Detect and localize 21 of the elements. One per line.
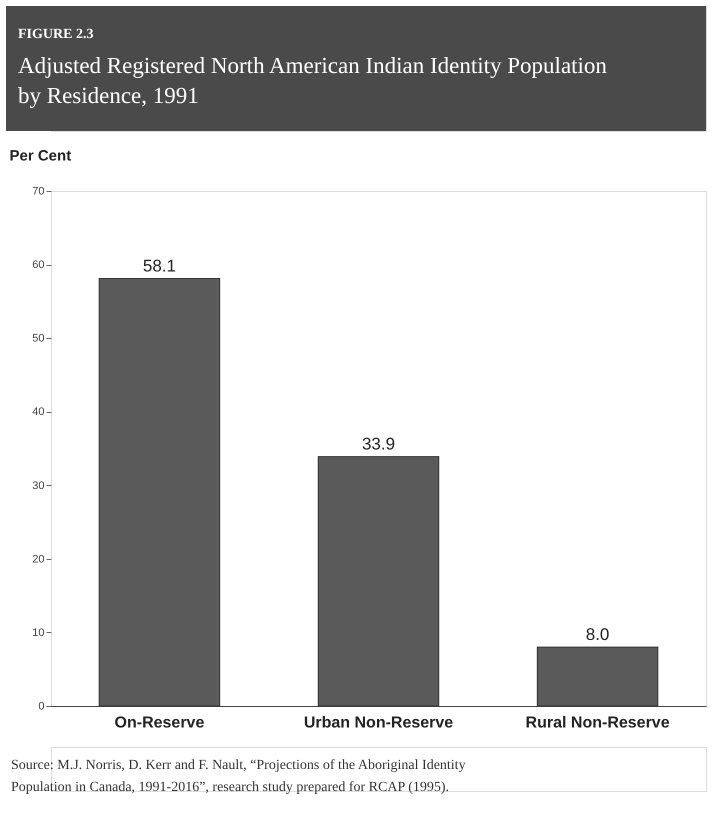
bar (98, 278, 220, 706)
y-tick-label: 70 (32, 186, 44, 198)
y-tick-label: 30 (32, 480, 44, 492)
data-label: 8.0 (586, 625, 610, 644)
x-tick-label: Urban Non-Reserve (304, 714, 454, 732)
data-label: 58.1 (142, 256, 176, 276)
bar (318, 456, 440, 706)
y-tick-label: 40 (32, 406, 44, 418)
y-tick-label: 60 (32, 259, 44, 272)
chart-title: Adjusted Registered North American Indian Identity Population by Residence, 1991 (18, 53, 608, 108)
chart-subtitle: FIGURE 2.3 (18, 27, 94, 42)
x-tick-label: Rural Non-Reserve (526, 714, 670, 732)
y-tick-label: 10 (32, 626, 44, 639)
bar (536, 646, 658, 706)
y-axis-title: Per Cent (10, 148, 72, 164)
data-label: 33.9 (362, 434, 396, 454)
source-note: Source: M.J. Norris, D. Kerr and F. Nault, “Projections of the Aboriginal Identity Population in Canada, 1991-2016”, research study prepared for RCAP (1995). (11, 758, 466, 795)
y-tick-label: 50 (32, 332, 44, 345)
y-tick-label: 20 (32, 553, 44, 566)
x-tick-label: On-Reserve (114, 714, 204, 732)
y-tick-label: 0 (38, 700, 44, 712)
